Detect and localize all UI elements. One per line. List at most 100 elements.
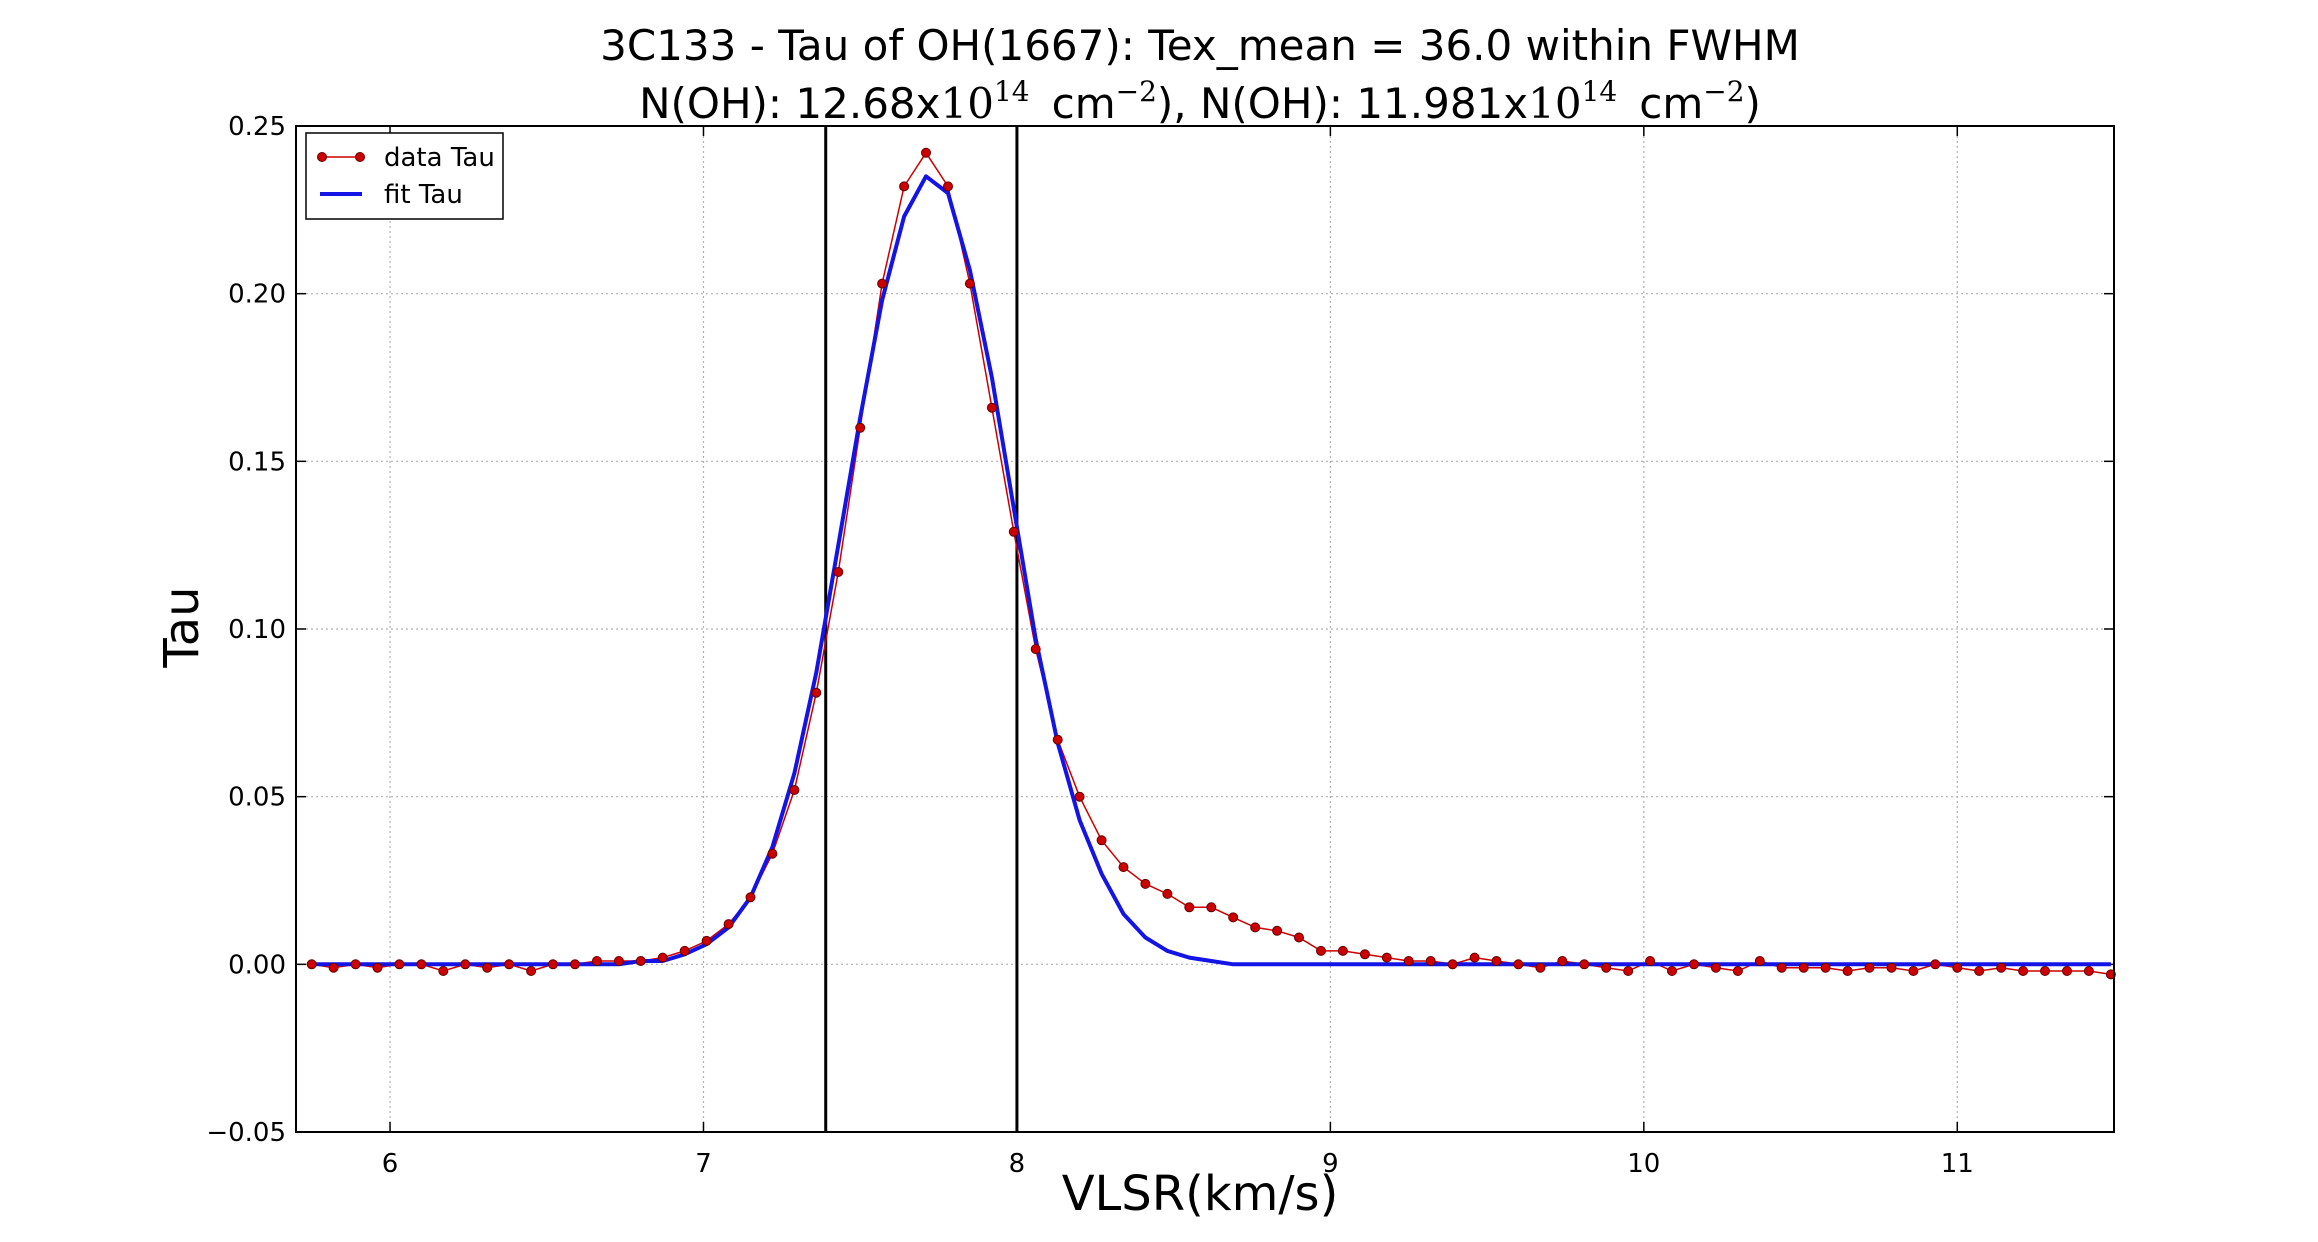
data-tau-point bbox=[1316, 945, 1326, 956]
data-tau-point bbox=[591, 956, 602, 966]
data-tau-point bbox=[1908, 966, 1919, 976]
data-tau-point bbox=[570, 959, 580, 970]
title2-exp2: 14 bbox=[1582, 75, 1618, 108]
y-tick-label: 0.25 bbox=[228, 112, 286, 142]
legend: data Tau fit Tau bbox=[305, 132, 504, 220]
title2-unit1: cm bbox=[1052, 79, 1116, 128]
x-tick-label: 8 bbox=[1009, 1149, 1026, 1179]
data-tau-point bbox=[1864, 962, 1875, 973]
data-tau-point bbox=[745, 892, 756, 903]
data-tau-point bbox=[1250, 922, 1261, 933]
data-tau-point bbox=[1776, 962, 1787, 973]
y-axis-label: Tau bbox=[154, 586, 210, 668]
data-tau-point bbox=[855, 422, 866, 433]
title2-unit2: cm bbox=[1639, 79, 1703, 128]
legend-fit-label: fit Tau bbox=[384, 180, 463, 210]
data-tau-point bbox=[811, 687, 822, 698]
title2-exp1: 14 bbox=[994, 75, 1030, 108]
data-tau-point bbox=[1118, 862, 1129, 873]
data-tau-point bbox=[1469, 952, 1480, 963]
data-tau-point bbox=[548, 959, 558, 970]
data-tau-point bbox=[2040, 966, 2050, 976]
data-tau-point bbox=[394, 959, 405, 970]
x-tick-label: 11 bbox=[1941, 1149, 1974, 1179]
x-tick-label: 6 bbox=[382, 1149, 399, 1179]
data-tau-point bbox=[767, 848, 778, 859]
data-tau-point bbox=[1184, 902, 1195, 913]
title2-base1: 10 bbox=[941, 79, 994, 128]
data-tau-point bbox=[416, 959, 427, 970]
data-tau-point bbox=[2018, 966, 2029, 976]
data-tau-point bbox=[1008, 526, 1019, 537]
title2-part1: N(OH): 12.68x bbox=[639, 79, 940, 128]
data-tau-point bbox=[635, 956, 646, 966]
data-tau-point bbox=[1689, 959, 1699, 970]
data-tau-point bbox=[2083, 966, 2094, 976]
data-tau-point bbox=[1930, 959, 1941, 970]
data-tau-point bbox=[964, 278, 975, 289]
data-tau-point bbox=[1732, 966, 1743, 976]
data-tau-point bbox=[1359, 949, 1370, 960]
data-tau-point bbox=[701, 935, 712, 946]
data-tau-point bbox=[1601, 962, 1612, 973]
data-tau-point bbox=[1074, 791, 1085, 802]
y-tick-label: 0.10 bbox=[228, 615, 286, 645]
y-tick-label: 0.00 bbox=[228, 950, 286, 980]
data-tau-point bbox=[1579, 959, 1590, 970]
data-tau-point bbox=[1052, 734, 1063, 745]
title2-part3: ) bbox=[1745, 79, 1761, 128]
data-tau-point bbox=[1381, 952, 1392, 963]
x-tick-label: 10 bbox=[1627, 1149, 1660, 1179]
data-tau-point bbox=[1425, 956, 1436, 966]
title2-base2: 10 bbox=[1528, 79, 1581, 128]
title2-part2: ), N(OH): 11.981x bbox=[1157, 79, 1528, 128]
data-tau-point bbox=[1447, 959, 1458, 970]
data-tau-point bbox=[877, 278, 888, 289]
data-tau-point bbox=[899, 181, 910, 192]
chart-title-line1: 3C133 - Tau of OH(1667): Tex_mean = 36.0… bbox=[600, 21, 1800, 70]
data-tau-point bbox=[657, 952, 668, 963]
data-tau-point bbox=[1140, 878, 1151, 889]
y-tick-label: 0.20 bbox=[228, 280, 286, 310]
data-tau-point bbox=[526, 966, 537, 976]
data-tau-point bbox=[1557, 956, 1568, 966]
data-tau-point bbox=[1754, 956, 1765, 966]
title2-uexp1: −2 bbox=[1116, 75, 1157, 108]
data-tau-point bbox=[482, 962, 493, 973]
data-tau-point bbox=[1206, 902, 1217, 913]
data-tau-point bbox=[943, 181, 953, 192]
legend-data-label: data Tau bbox=[384, 143, 495, 173]
data-tau-point bbox=[2062, 966, 2072, 976]
legend-data-marker-right bbox=[355, 152, 365, 162]
data-tau-point bbox=[1710, 962, 1721, 973]
data-tau-point bbox=[328, 962, 339, 973]
data-tau-point bbox=[1798, 962, 1809, 973]
data-tau-point bbox=[1842, 966, 1853, 976]
data-tau-point bbox=[1667, 966, 1677, 976]
x-tick-label: 7 bbox=[695, 1149, 712, 1179]
data-tau-point bbox=[1162, 888, 1173, 899]
data-tau-point bbox=[1294, 932, 1304, 943]
data-tau-point bbox=[504, 959, 515, 970]
x-tick-label: 9 bbox=[1322, 1149, 1339, 1179]
y-tick-label: 0.15 bbox=[228, 447, 286, 477]
data-tau-point bbox=[1491, 956, 1502, 966]
data-tau-point bbox=[1030, 644, 1041, 655]
data-tau-point bbox=[1645, 956, 1656, 966]
data-tau-point bbox=[789, 785, 800, 795]
data-tau-point bbox=[1403, 956, 1414, 966]
data-tau-point bbox=[723, 919, 734, 930]
data-tau-point bbox=[1337, 945, 1348, 956]
chart-title-line2: N(OH): 12.68x1014 cm−2), N(OH): 11.981x10… bbox=[639, 75, 1761, 128]
data-tau-point bbox=[350, 959, 361, 970]
data-tau-point bbox=[1535, 962, 1546, 973]
axis-ticks: 6 7 8 9 10 11 −0.05 0.00 0.05 0.10 0.15 0.20 0.25 bbox=[206, 112, 2114, 1179]
data-tau-point bbox=[679, 945, 690, 956]
plot-frame bbox=[295, 125, 2115, 1133]
series-layer bbox=[306, 147, 2116, 980]
data-tau-point bbox=[460, 959, 471, 970]
data-tau-point bbox=[921, 147, 931, 158]
data-tau-point bbox=[1886, 962, 1897, 973]
x-axis-label: VLSR(km/s) bbox=[1062, 1166, 1339, 1222]
